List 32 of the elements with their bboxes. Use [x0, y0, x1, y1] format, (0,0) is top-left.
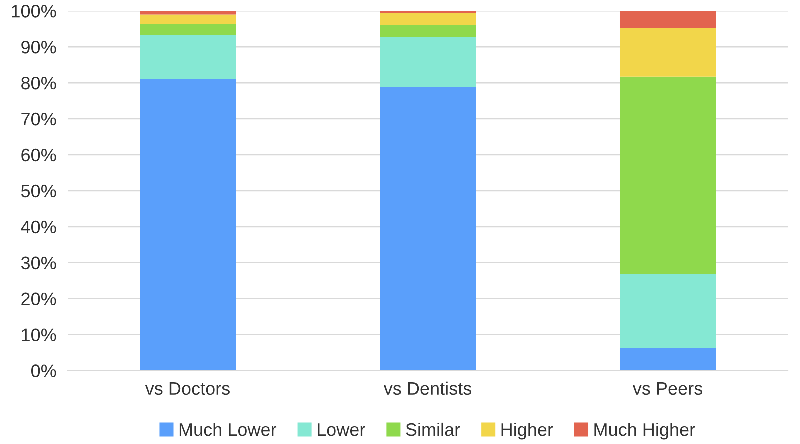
bar [380, 36, 476, 87]
legend-label: Similar [406, 422, 460, 436]
bar [620, 76, 716, 274]
bar [140, 24, 236, 36]
y-tick-label: 100% [12, 5, 56, 18]
y-tick-label: 40% [21, 220, 56, 234]
bar [620, 348, 716, 371]
y-tick-label: 10% [22, 328, 56, 342]
y-tick-label: 80% [22, 76, 56, 90]
legend-label: Lower [318, 424, 366, 436]
x-tick-label: vs Dentists [384, 382, 472, 396]
bar [140, 35, 236, 80]
y-tick-label: 20% [22, 292, 56, 306]
bar [380, 25, 476, 37]
x-tick-label: vs Peers [632, 382, 702, 396]
bar [380, 86, 476, 371]
y-tick-label: 90% [22, 41, 56, 54]
bar [620, 28, 716, 77]
bar [140, 14, 236, 24]
bar [620, 11, 716, 28]
y-tick-label: 60% [22, 148, 56, 162]
bar [140, 79, 236, 371]
y-tick-label: 0% [32, 364, 56, 378]
y-tick-label: 30% [21, 256, 56, 270]
legend-label: Higher [502, 422, 554, 440]
y-tick-label: 70% [22, 112, 56, 126]
y-tick-label: 50% [21, 184, 56, 198]
bar [380, 13, 476, 26]
bar [620, 274, 716, 348]
legend-label: Much Higher [594, 422, 696, 440]
legend-label: Much Lower [180, 422, 277, 436]
x-tick-label: vs Doctors [145, 382, 230, 396]
